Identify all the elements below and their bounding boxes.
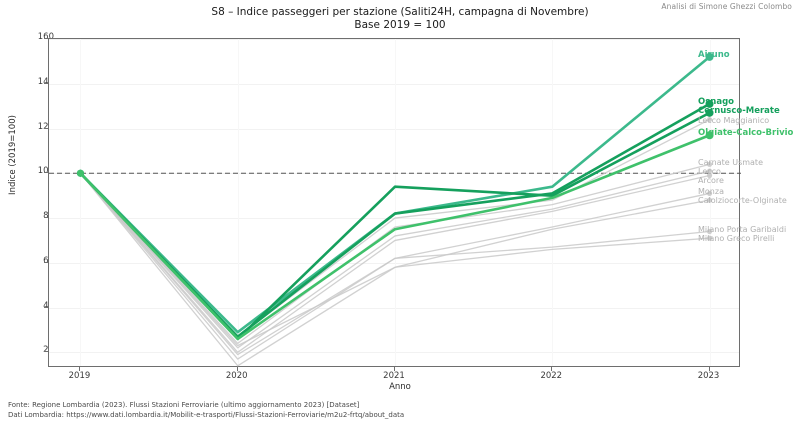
- series-end-marker: [706, 235, 713, 241]
- x-tick-mark: [236, 367, 238, 371]
- x-tick-mark: [551, 367, 553, 371]
- y-tick-mark: [44, 172, 48, 174]
- series-label-monza: Monza: [698, 187, 724, 197]
- y-tick-mark: [44, 306, 48, 308]
- series-label-milano-greco-pirelli: Milano Greco Pirelli: [698, 234, 775, 244]
- series-line: [79, 172, 711, 356]
- series-end-marker: [705, 99, 714, 108]
- series-line: [79, 172, 711, 360]
- series-end-marker: [706, 197, 713, 203]
- footer-line-1: Fonte: Regione Lombardia (2023). Flussi …: [8, 401, 360, 409]
- series-line: [79, 172, 711, 353]
- gridline-horizontal: [49, 307, 739, 309]
- series-label-cernusco-merate: Cernusco-Merate: [698, 105, 780, 116]
- x-tick-mark: [394, 367, 395, 371]
- chart-title-line2: Base 2019 = 100: [354, 19, 446, 31]
- series-lines: [49, 52, 741, 367]
- series-start-marker: [76, 169, 84, 177]
- x-tick-label: 2020: [225, 371, 248, 381]
- x-tick-mark: [79, 367, 81, 371]
- gridline-horizontal: [49, 39, 739, 40]
- series-end-marker: [706, 116, 713, 123]
- gridline-vertical: [80, 39, 82, 366]
- series-line: [79, 111, 711, 341]
- series-end-marker: [706, 172, 713, 179]
- series-label-lecco-maggianico: Lecco Maggianico: [698, 115, 770, 125]
- gridline-vertical: [552, 39, 554, 366]
- x-axis-label: Anno: [389, 382, 411, 392]
- x-tick-label: 2021: [383, 371, 405, 381]
- y-tick-label: 100: [37, 166, 54, 177]
- gridline-horizontal: [49, 352, 739, 354]
- series-end-marker: [706, 161, 713, 167]
- series-line: [79, 102, 711, 338]
- x-tick-mark: [708, 367, 710, 371]
- attribution-text: Analisi di Simone Ghezzi Colombo: [661, 2, 792, 11]
- series-line: [79, 133, 711, 341]
- x-tick-label: 2023: [697, 371, 720, 381]
- y-tick-label: 140: [37, 76, 54, 87]
- series-label-lecco: Lecco: [698, 167, 721, 177]
- series-label-airuno: Airuno: [698, 49, 730, 60]
- series-line: [79, 172, 711, 347]
- series-label-arcore: Arcore: [698, 176, 724, 186]
- x-tick-label: 2022: [540, 371, 563, 381]
- series-line: [79, 170, 711, 349]
- series-line: [79, 163, 711, 345]
- series-end-marker: [705, 108, 714, 117]
- gridline-horizontal: [49, 83, 739, 85]
- gridline-vertical: [237, 39, 239, 366]
- y-tick-mark: [44, 38, 48, 39]
- gridline-horizontal: [49, 262, 739, 264]
- source-footer: Fonte: Regione Lombardia (2023). Flussi …: [8, 401, 404, 420]
- x-tick-label: 2019: [68, 371, 91, 381]
- y-tick-mark: [44, 127, 48, 129]
- series-end-marker: [706, 168, 713, 174]
- series-line: [79, 172, 711, 367]
- series-label-osnago: Osnago: [698, 96, 734, 107]
- y-tick-mark: [44, 82, 48, 84]
- y-tick-mark: [44, 351, 48, 353]
- series-label-milano-porta-garibaldi: Milano Porta Garibaldi: [698, 225, 787, 235]
- series-end-marker: [706, 228, 713, 235]
- series-end-marker: [705, 52, 714, 61]
- series-label-calolziocorte-olginate: Calolziocorte-Olginate: [698, 196, 787, 206]
- y-tick-label: 120: [37, 121, 54, 132]
- chart-title-line1: S8 – Indice passeggeri per stazione (Sal…: [211, 6, 589, 18]
- y-tick-label: 160: [37, 32, 54, 42]
- y-axis-label: Indice (2019=100): [8, 115, 18, 195]
- chart-title: S8 – Indice passeggeri per stazione (Sal…: [0, 6, 800, 32]
- y-tick-mark: [44, 261, 48, 263]
- series-label-olgiate-calco-brivio: Olgiate-Calco-Brivio: [698, 128, 794, 139]
- series-end-marker: [705, 131, 714, 140]
- gridline-horizontal: [49, 128, 739, 130]
- series-end-marker: [706, 190, 713, 197]
- series-label-carnate-usmate: Carnate Usmate: [698, 158, 763, 168]
- footer-line-2: Dati Lombardia: https://www.dati.lombard…: [8, 410, 405, 419]
- series-line: [79, 55, 711, 334]
- gridline-vertical: [395, 39, 396, 366]
- y-tick-mark: [44, 217, 48, 219]
- plot-area: [48, 38, 741, 367]
